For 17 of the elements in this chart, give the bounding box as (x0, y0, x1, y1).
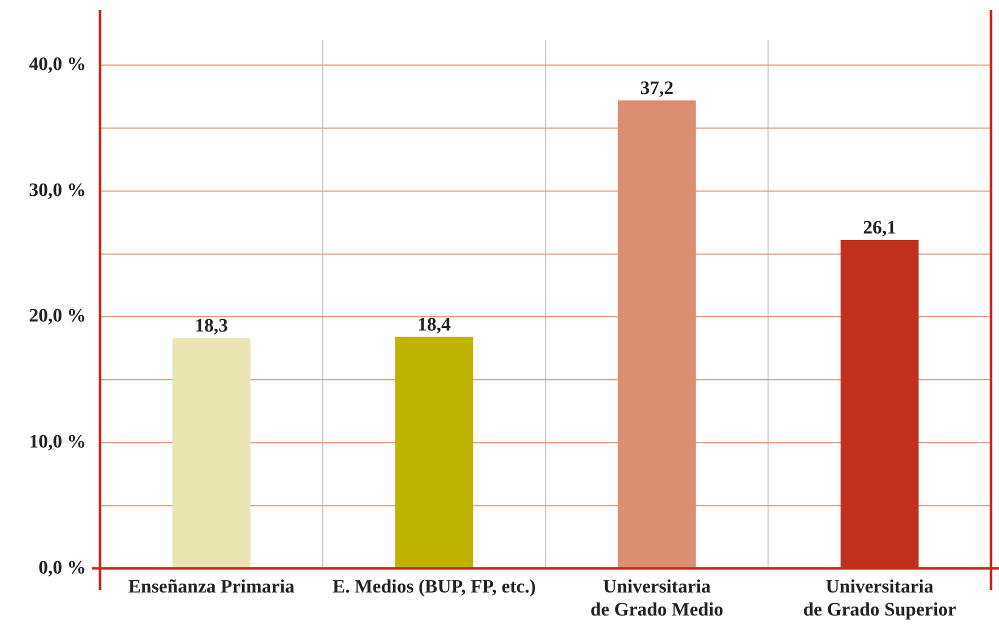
data-label: 26,1 (863, 217, 896, 238)
x-tick-label: Universitaria de Grado Medio (590, 576, 724, 621)
data-label: 18,4 (418, 314, 452, 336)
bar (840, 240, 919, 568)
y-tick-label: 30,0 % (29, 180, 86, 201)
data-label: 37,2 (640, 78, 674, 99)
bar (172, 338, 250, 568)
data-label: 18,3 (194, 316, 228, 337)
bar (618, 100, 696, 568)
y-tick-label: 10,0 % (29, 431, 86, 452)
bar (395, 336, 474, 568)
x-tick-label: Enseñanza Primaria (128, 576, 295, 598)
x-tick-label: E. Medios (BUP, FP, etc.) (332, 576, 536, 598)
y-tick-label: 0,0 % (38, 557, 86, 578)
y-tick-label: 40,0 % (29, 54, 86, 76)
x-tick-label: Universitaria de Grado Superior (803, 576, 957, 621)
y-tick-label: 20,0 % (29, 306, 86, 327)
